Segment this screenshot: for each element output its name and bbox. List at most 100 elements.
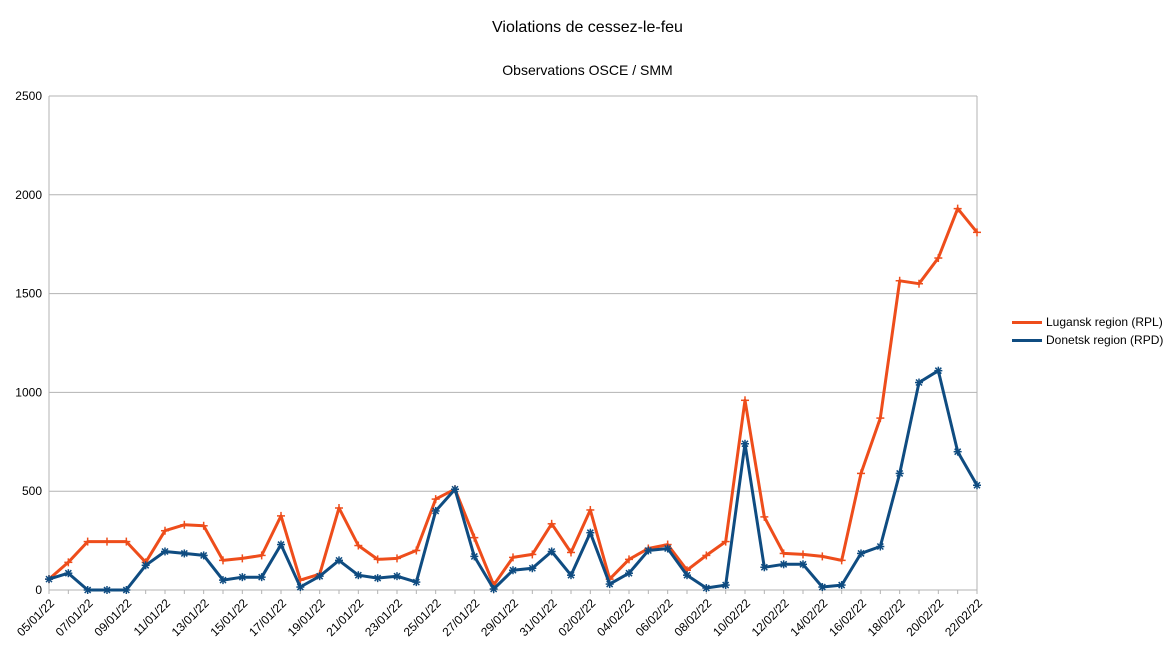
x-tick-label: 09/01/22 [91, 596, 134, 639]
data-point [141, 561, 150, 570]
data-point [702, 584, 711, 593]
data-point [741, 439, 749, 448]
data-point [64, 569, 73, 578]
data-point [760, 563, 769, 572]
x-tick-label: 23/01/22 [362, 596, 405, 639]
data-point [373, 555, 382, 564]
x-axis: 05/01/2207/01/2209/01/2211/01/2213/01/22… [14, 590, 985, 639]
y-axis: 0 500 1000 1500 2000 2500 [15, 89, 42, 597]
data-point [876, 542, 885, 551]
legend-label-lugansk: Lugansk region (RPL) [1046, 315, 1163, 329]
chart-subtitle: Observations OSCE / SMM [502, 62, 673, 78]
data-point [277, 511, 285, 520]
data-point [451, 485, 459, 494]
data-point [64, 558, 73, 567]
data-point [335, 556, 343, 565]
data-point [857, 469, 865, 478]
data-point [721, 581, 730, 590]
data-point [683, 571, 691, 580]
x-tick-label: 02/02/22 [555, 596, 598, 639]
x-tick-label: 25/01/22 [401, 596, 444, 639]
legend-label-donetsk: Donetsk region (RPD) [1046, 333, 1164, 347]
data-point [837, 581, 846, 590]
series-line-0 [48, 207, 979, 587]
data-point [296, 583, 305, 592]
x-tick-label: 06/02/22 [633, 596, 676, 639]
data-point [895, 469, 904, 478]
data-point [180, 520, 189, 529]
data-point [779, 549, 788, 558]
data-point [238, 554, 247, 563]
data-point [818, 552, 827, 561]
x-tick-label: 16/02/22 [826, 596, 869, 639]
y-tick-label: 1000 [15, 385, 42, 399]
data-point [470, 552, 479, 561]
x-tick-label: 10/02/22 [710, 596, 753, 639]
data-point [547, 519, 556, 528]
data-point [934, 254, 943, 263]
data-point [431, 506, 440, 515]
legend-item-lugansk: Lugansk region (RPL) [1012, 313, 1163, 331]
x-tick-label: 31/01/22 [517, 596, 560, 639]
data-point [837, 556, 846, 565]
y-tick-label: 2500 [15, 89, 42, 103]
data-point [393, 572, 401, 581]
x-tick-label: 14/02/22 [787, 596, 830, 639]
x-tick-label: 04/02/22 [594, 596, 637, 639]
data-point [721, 537, 730, 546]
data-point [702, 551, 711, 560]
x-tick-label: 18/02/22 [865, 596, 908, 639]
y-tick-label: 0 [35, 583, 42, 597]
x-tick-label: 08/02/22 [671, 596, 714, 639]
x-tick-label: 21/01/22 [323, 596, 366, 639]
grid-lines [48, 95, 978, 591]
legend: Lugansk region (RPL) Donetsk region (RPD… [1012, 313, 1163, 349]
data-point [876, 414, 885, 423]
data-point [915, 378, 923, 387]
data-point [45, 575, 53, 584]
x-tick-label: 29/01/22 [478, 596, 521, 639]
x-tick-label: 27/01/22 [439, 596, 482, 639]
legend-item-donetsk: Donetsk region (RPD) [1012, 331, 1163, 349]
data-point [799, 550, 807, 559]
data-point [103, 537, 111, 546]
data-point [547, 547, 556, 556]
y-tick-label: 1500 [15, 287, 42, 301]
data-point [489, 585, 498, 594]
y-tick-label: 500 [22, 484, 42, 498]
data-point [393, 554, 401, 563]
data-point [586, 528, 595, 537]
data-point [741, 396, 749, 405]
data-point [934, 366, 943, 375]
data-point [219, 556, 227, 565]
data-point [470, 533, 479, 542]
data-point [509, 553, 517, 562]
data-point [257, 573, 266, 582]
data-point [277, 540, 285, 549]
data-point [567, 548, 575, 557]
data-point [915, 279, 923, 288]
data-point [818, 583, 827, 592]
x-tick-label: 12/02/22 [749, 596, 792, 639]
data-point [315, 572, 324, 581]
data-point [122, 537, 131, 546]
data-point [199, 521, 208, 530]
x-tick-label: 22/02/22 [942, 596, 985, 639]
data-point [644, 546, 653, 555]
data-point [83, 537, 92, 546]
data-point [412, 578, 421, 587]
data-point [373, 574, 382, 583]
data-point [605, 580, 614, 589]
data-point [528, 550, 537, 559]
data-point [625, 569, 633, 578]
x-tick-label: 11/01/22 [131, 596, 174, 639]
legend-swatch-donetsk [1012, 334, 1042, 346]
legend-swatch-lugansk [1012, 316, 1042, 328]
x-tick-label: 20/02/22 [903, 596, 946, 639]
data-point [180, 549, 189, 558]
x-tick-label: 17/01/22 [246, 596, 289, 639]
data-point [219, 576, 227, 585]
x-tick-label: 05/01/22 [14, 596, 57, 639]
data-point [238, 573, 247, 582]
data-point [760, 512, 769, 521]
